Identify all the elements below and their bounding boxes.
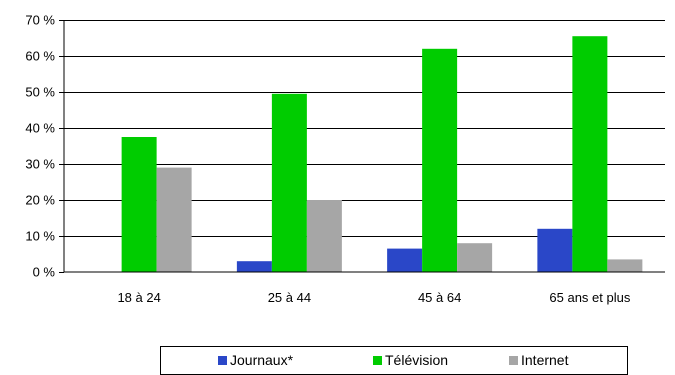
legend-swatch [509, 355, 518, 365]
y-tick-label: 50 % [25, 85, 55, 100]
y-tick-label: 30 % [25, 157, 55, 172]
bar-internet [306, 200, 342, 272]
bar-journaux [236, 261, 272, 272]
y-tick-label: 10 % [25, 229, 55, 244]
bar-journaux [387, 248, 423, 272]
x-tick-label: 25 à 44 [268, 290, 311, 305]
bar-internet [607, 259, 643, 272]
bar-t-l-vision [271, 93, 307, 272]
x-tick-label: 65 ans et plus [549, 290, 630, 305]
x-tick-label: 18 à 24 [117, 290, 160, 305]
y-tick-label: 0 % [33, 265, 56, 280]
y-tick-labels: 0 % 10 % 20 % 30 % 40 % 50 % 60 % 70 % [25, 13, 55, 280]
legend-label: Internet [521, 352, 569, 368]
y-tick-label: 40 % [25, 121, 55, 136]
bar-internet [156, 167, 192, 272]
legend-swatch [218, 355, 227, 365]
bar-t-l-vision [121, 137, 157, 272]
y-tick-label: 70 % [25, 13, 55, 28]
legend-item: Journaux* [218, 352, 293, 368]
legend-label: Journaux* [230, 352, 294, 368]
bar-internet [457, 243, 493, 272]
bar-layer [121, 36, 643, 273]
bar-t-l-vision [422, 48, 458, 272]
y-tick-label: 60 % [25, 49, 55, 64]
bar-chart: 0 % 10 % 20 % 30 % 40 % 50 % 60 % 70 % 18 à 24 2… [25, 13, 665, 305]
y-tick-label: 20 % [25, 193, 55, 208]
legend-item: Internet [509, 352, 568, 368]
legend: Journaux* Télévision Internet [160, 346, 628, 375]
x-tick-label: 45 à 64 [418, 290, 461, 305]
axis-layer [63, 20, 665, 273]
legend-label: Télévision [385, 352, 449, 368]
bar-t-l-vision [572, 36, 608, 273]
x-tick-labels: 18 à 24 25 à 44 45 à 64 65 ans et plus [117, 290, 630, 305]
bar-journaux [537, 228, 573, 272]
legend-swatch [373, 355, 382, 365]
legend-item: Télévision [373, 352, 448, 368]
